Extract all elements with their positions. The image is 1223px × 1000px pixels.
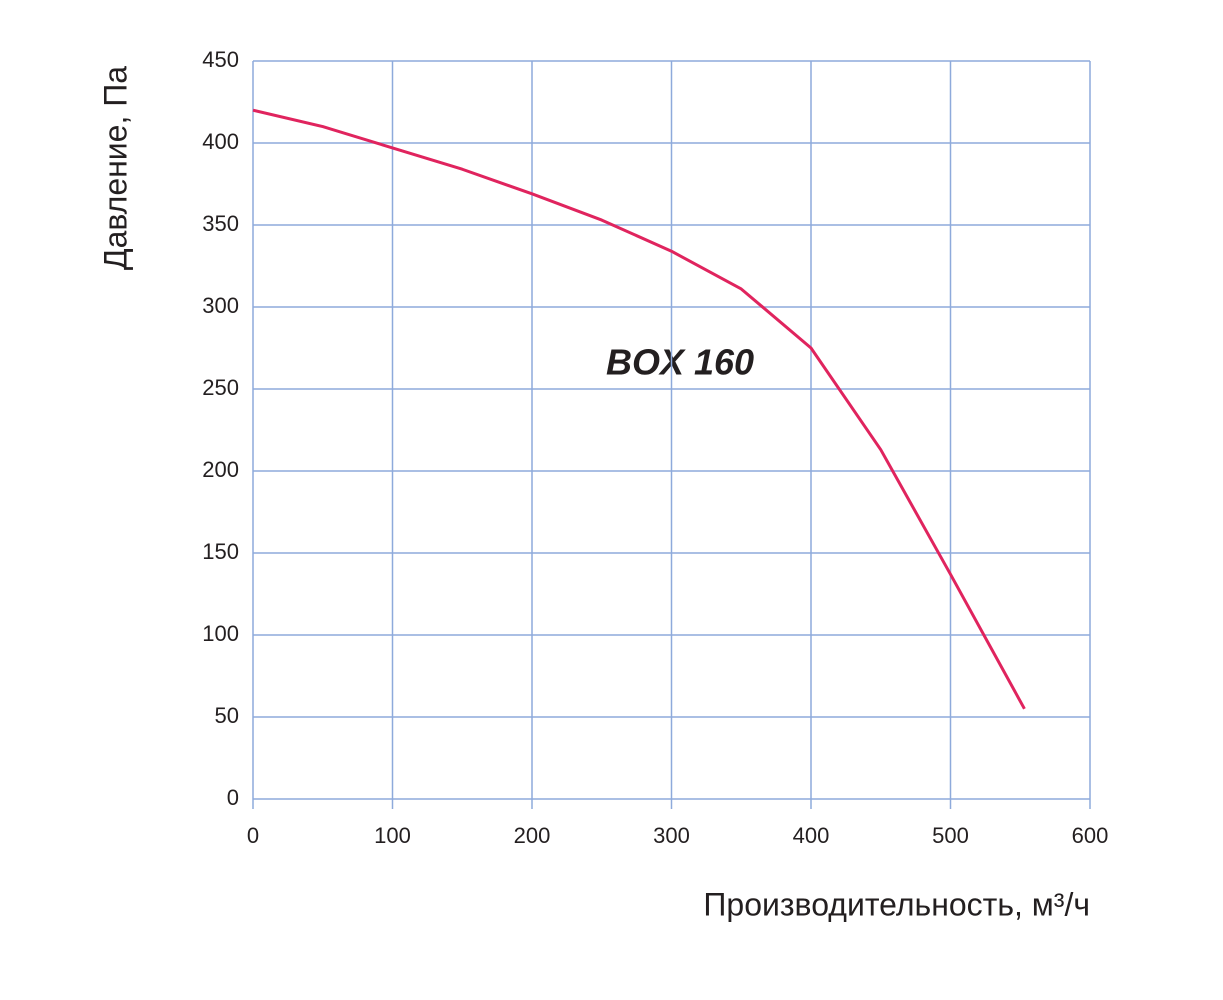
annotation: BOX 160 <box>606 342 754 383</box>
x-tick-label: 300 <box>653 823 690 848</box>
x-tick-label: 0 <box>247 823 259 848</box>
y-tick-label: 300 <box>202 293 239 318</box>
y-tick-label: 50 <box>215 703 239 728</box>
y-tick-label: 350 <box>202 211 239 236</box>
x-axis-title: Производительность, м³/ч <box>703 886 1090 922</box>
y-tick-label: 100 <box>202 621 239 646</box>
y-tick-label: 400 <box>202 129 239 154</box>
data-line <box>252 108 1026 710</box>
x-tick-label: 600 <box>1072 823 1109 848</box>
x-tick-label: 200 <box>514 823 551 848</box>
y-axis-title: Давление, Па <box>97 66 133 270</box>
y-tick-label: 0 <box>227 785 239 810</box>
y-tick-label: 200 <box>202 457 239 482</box>
x-tick-label: 500 <box>932 823 969 848</box>
y-tick-label: 250 <box>202 375 239 400</box>
x-tick-label: 100 <box>374 823 411 848</box>
x-tick-label: 400 <box>793 823 830 848</box>
y-tick-label: 450 <box>202 47 239 72</box>
y-tick-label: 150 <box>202 539 239 564</box>
